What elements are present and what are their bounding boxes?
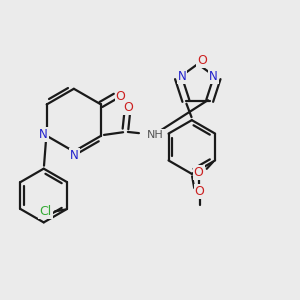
Text: O: O xyxy=(116,90,125,103)
Text: O: O xyxy=(195,185,205,198)
Text: N: N xyxy=(70,149,79,162)
Text: N: N xyxy=(39,128,48,141)
Text: O: O xyxy=(123,101,133,114)
Text: Cl: Cl xyxy=(39,206,52,218)
Text: O: O xyxy=(197,54,207,67)
Text: O: O xyxy=(194,167,204,179)
Text: N: N xyxy=(178,70,186,83)
Text: NH: NH xyxy=(147,130,164,140)
Text: N: N xyxy=(209,70,218,83)
